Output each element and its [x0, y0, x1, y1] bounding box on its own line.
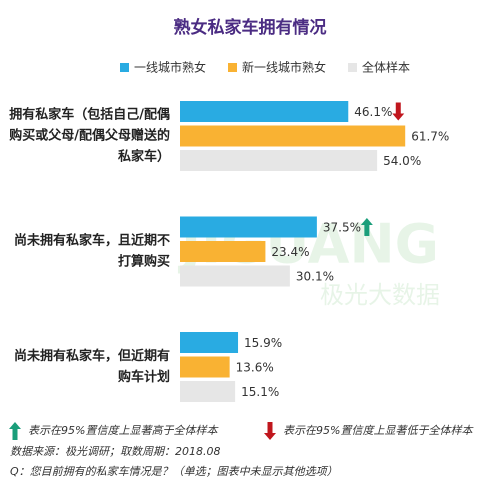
- down-arrow: [392, 102, 405, 121]
- value-label: 54.0%: [383, 154, 421, 168]
- up-arrow: [360, 218, 373, 236]
- legend-label: 一线城市熟女: [134, 60, 206, 75]
- category-label: 私家车）: [118, 149, 170, 165]
- value-label: 46.1%: [354, 105, 392, 119]
- value-label: 37.5%: [323, 221, 361, 235]
- value-label: 30.1%: [296, 270, 334, 284]
- question: Q：您目前拥有的私家车情况是？（单选；图表中未显示其他选项）: [10, 465, 338, 478]
- category-label: 尚未拥有私家车，但近期有: [14, 348, 170, 364]
- value-label: 13.6%: [236, 361, 274, 375]
- value-label: 61.7%: [411, 130, 449, 144]
- bar: [180, 216, 317, 238]
- value-label: 15.1%: [241, 385, 279, 399]
- down-arrow: [264, 422, 276, 440]
- legend-swatch: [348, 63, 357, 72]
- category-label: 打算购买: [118, 254, 170, 270]
- value-label: 15.9%: [244, 336, 282, 350]
- legend-swatch: [228, 63, 237, 72]
- bar: [180, 332, 239, 353]
- legend-label: 全体样本: [362, 60, 410, 75]
- up-arrow: [9, 422, 21, 440]
- note: 表示在95%置信度上显著高于全体样本: [28, 424, 219, 437]
- bar: [180, 241, 266, 262]
- category-label: 购买或父母/配偶父母赠送的: [9, 128, 170, 144]
- bar: [180, 381, 236, 402]
- note: 表示在95%置信度上显著低于全体样本: [283, 424, 474, 437]
- category-label: 购车计划: [118, 369, 170, 385]
- category-label: 拥有私家车（包括自己/配偶: [9, 107, 170, 123]
- watermark: 极光大数据: [320, 281, 440, 309]
- bar: [180, 150, 378, 171]
- bar: [180, 101, 349, 122]
- legend-label: 新一线城市熟女: [242, 60, 326, 75]
- chart-title: 熟女私家车拥有情况: [174, 17, 327, 38]
- bar: [180, 265, 290, 287]
- source: 数据来源：极光调研；取数周期：2018.08: [10, 445, 221, 458]
- bar: [180, 356, 230, 378]
- value-label: 23.4%: [271, 245, 309, 259]
- category-label: 尚未拥有私家车，且近期不: [14, 233, 170, 249]
- bar: [180, 125, 406, 147]
- legend-swatch: [120, 63, 129, 72]
